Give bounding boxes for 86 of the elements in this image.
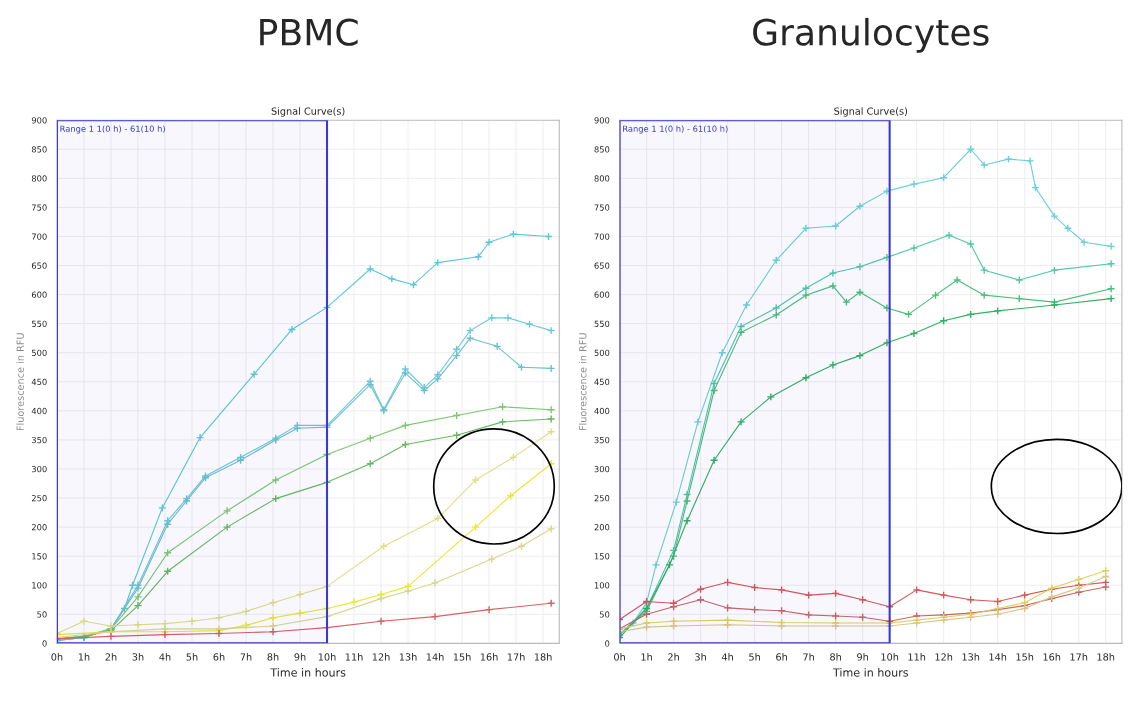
x-tick-label: 14h	[989, 653, 1007, 661]
y-tick-label: 50	[599, 611, 610, 618]
y-tick-label: 450	[31, 378, 47, 386]
x-tick-label: 3h	[695, 653, 706, 661]
y-tick-label: 0	[605, 640, 610, 647]
y-tick-label: 700	[594, 233, 610, 240]
y-tick-label: 150	[32, 553, 47, 560]
x-tick-label: 2h	[668, 653, 679, 661]
x-tick-label: 7h	[803, 653, 814, 661]
x-tick-label: 8h	[830, 653, 841, 661]
y-tick-label: 300	[594, 465, 610, 473]
y-tick-label: 250	[594, 495, 610, 502]
y-tick-label: 650	[31, 262, 47, 269]
x-tick-label: 11h	[908, 653, 926, 661]
x-tick-label: 13h	[399, 653, 417, 661]
x-tick-label: 18h	[1097, 653, 1115, 661]
y-tick-label: 750	[32, 204, 47, 211]
y-tick-label: 350	[31, 436, 47, 444]
y-tick-label: 50	[37, 611, 47, 618]
y-tick-label: 400	[594, 407, 610, 415]
y-axis-title: Fluorescence in RFU	[578, 333, 587, 431]
chart-title: Granulocytes	[753, 17, 989, 53]
x-tick-label: 5h	[749, 653, 760, 661]
x-tick-label: 4h	[721, 653, 733, 661]
x-tick-label: 3h	[132, 653, 144, 661]
y-tick-label: 650	[594, 262, 610, 269]
y-tick-label: 750	[594, 204, 610, 211]
y-tick-label: 350	[594, 436, 610, 444]
y-tick-label: 800	[31, 175, 47, 182]
x-tick-label: 15h	[453, 653, 471, 661]
y-tick-label: 800	[594, 175, 610, 182]
x-tick-label: 8h	[267, 653, 279, 661]
y-tick-label: 600	[594, 291, 610, 298]
x-tick-label: 6h	[213, 653, 225, 661]
y-tick-label: 550	[594, 320, 610, 327]
x-tick-label: 18h	[534, 653, 552, 661]
x-tick-label: 6h	[776, 653, 787, 661]
y-tick-label: 900	[31, 117, 47, 124]
band-label: Range 1 1(0 h) - 61(10 h)	[623, 125, 728, 134]
x-tick-label: 14h	[426, 653, 444, 661]
x-tick-label: 0h	[614, 653, 625, 661]
x-tick-label: 4h	[159, 653, 171, 661]
chart-subtitle: Signal Curve(s)	[834, 107, 908, 117]
x-tick-label: 9h	[294, 653, 306, 661]
y-tick-label: 850	[31, 146, 47, 153]
x-tick-label: 17h	[507, 653, 525, 661]
x-tick-label: 2h	[105, 653, 117, 661]
x-tick-label: 12h	[935, 653, 953, 661]
y-tick-label: 850	[594, 146, 610, 153]
x-tick-label: 1h	[641, 653, 652, 661]
y-tick-label: 200	[594, 524, 610, 531]
x-tick-label: 10h	[881, 653, 899, 661]
x-tick-label: 17h	[1070, 653, 1088, 661]
y-tick-label: 0	[42, 640, 47, 647]
x-tick-label: 16h	[480, 653, 498, 661]
x-tick-label: 15h	[1016, 653, 1034, 661]
y-tick-label: 200	[31, 524, 47, 531]
y-tick-label: 500	[594, 349, 610, 356]
band-label: Range 1 1(0 h) - 61(10 h)	[60, 125, 165, 134]
x-tick-label: 10h	[318, 653, 336, 661]
y-tick-label: 900	[594, 117, 610, 124]
x-axis-title: Time in hours	[270, 668, 346, 677]
x-tick-label: 11h	[345, 653, 363, 661]
y-tick-label: 150	[594, 553, 610, 560]
y-tick-label: 600	[31, 291, 47, 298]
x-tick-label: 12h	[372, 653, 390, 661]
x-tick-label: 5h	[186, 653, 198, 661]
y-tick-label: 300	[31, 465, 47, 473]
chart-title: PBMC	[260, 18, 358, 46]
x-tick-label: 16h	[1043, 653, 1061, 661]
x-tick-label: 0h	[51, 653, 63, 661]
y-tick-label: 100	[594, 582, 610, 589]
chart-subtitle: Signal Curve(s)	[271, 107, 345, 117]
x-tick-label: 13h	[962, 653, 980, 661]
y-tick-label: 700	[32, 233, 47, 240]
y-tick-label: 400	[31, 407, 47, 415]
y-tick-label: 550	[31, 320, 47, 327]
y-tick-label: 500	[31, 349, 47, 356]
x-tick-label: 9h	[857, 653, 868, 661]
x-tick-label: 1h	[78, 653, 90, 661]
y-axis-title: Fluorescence in RFU	[16, 333, 24, 431]
y-tick-label: 100	[32, 582, 47, 589]
x-axis-title: Time in hours	[832, 668, 909, 677]
y-tick-label: 250	[31, 495, 47, 502]
y-tick-label: 450	[594, 378, 610, 386]
x-tick-label: 7h	[240, 653, 252, 661]
